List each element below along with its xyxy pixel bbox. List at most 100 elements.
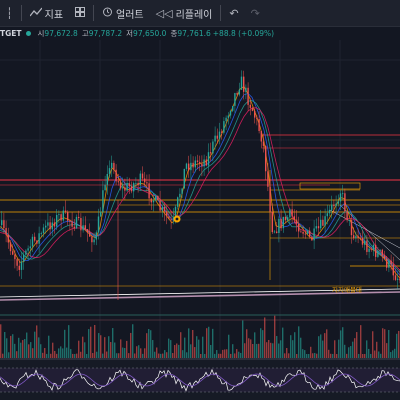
candle-body: [58, 214, 60, 215]
chart-markers: [173, 215, 181, 223]
layout-button[interactable]: [69, 0, 91, 26]
volume-bar: [0, 324, 2, 358]
volume-bar: [302, 349, 304, 358]
candle-body: [383, 255, 386, 259]
candle-body: [122, 187, 124, 189]
candle-body: [324, 216, 326, 226]
redo-icon: ↷: [250, 6, 260, 20]
volume-bar: [354, 338, 356, 358]
volume-bar: [80, 351, 82, 358]
candle-body: [291, 209, 293, 217]
volume-bar: [174, 345, 176, 358]
volume-bar: [208, 326, 210, 358]
undo-icon: ↶: [229, 6, 239, 20]
candle-body: [38, 233, 40, 244]
volume-bar: [76, 353, 78, 358]
candle-body: [225, 117, 227, 122]
candle-body: [119, 182, 122, 189]
volume-bar: [158, 353, 160, 358]
candle-body: [51, 222, 53, 230]
alerts-button[interactable]: 얼러트: [96, 0, 150, 26]
candle-body: [247, 87, 249, 105]
candle-body: [348, 220, 350, 221]
volume-bar: [4, 332, 6, 358]
redo-button[interactable]: ↷: [245, 0, 266, 26]
candle-body: [337, 201, 339, 204]
replay-button[interactable]: ◁◁ 리플레이: [150, 0, 219, 26]
chart-type-button[interactable]: ┆: [0, 0, 19, 26]
moving-average-line: [0, 93, 400, 276]
volume-bar: [306, 353, 308, 358]
volume-bar: [172, 353, 174, 358]
volume-bar: [378, 351, 380, 358]
price-chart[interactable]: 지지매물대: [0, 40, 400, 400]
toolbar-divider: [220, 5, 222, 21]
candle-body: [214, 135, 216, 142]
candle-body: [366, 240, 368, 252]
candle-body: [29, 246, 31, 249]
volume-bar: [310, 346, 312, 358]
candle-body: [372, 244, 375, 250]
volume-bar: [116, 353, 118, 358]
candle-body: [381, 249, 383, 256]
candle-body: [148, 183, 150, 199]
candle-body: [36, 240, 38, 244]
grid-icon: [75, 6, 86, 20]
volume-bar: [230, 353, 232, 358]
high-value: 97,787.2: [88, 28, 123, 38]
symbol-name[interactable]: TGET: [0, 28, 22, 38]
volume-bar: [218, 353, 220, 358]
volume-bar: [162, 353, 164, 358]
volume-bar: [204, 353, 206, 358]
candle-body: [388, 260, 390, 268]
toolbar-divider: [93, 5, 95, 21]
candle-body: [306, 230, 309, 234]
volume-bar: [188, 328, 190, 358]
volume-bar: [336, 353, 338, 358]
change-value: +88.8 (+0.09%): [212, 28, 275, 38]
candle-body: [370, 248, 372, 250]
volume-bar: [102, 353, 104, 358]
candle-body: [342, 193, 344, 195]
candle-body: [84, 225, 86, 230]
high-key: 고: [81, 28, 89, 38]
candle-body: [339, 193, 342, 202]
candle-body: [194, 160, 196, 168]
candle-body: [364, 240, 366, 245]
volume-bar: [112, 328, 114, 358]
candle-body: [150, 198, 152, 203]
volume-bar: [114, 342, 116, 358]
candle-body: [157, 196, 159, 201]
volume-bar: [176, 343, 178, 358]
volume-bar: [94, 325, 96, 358]
candle-body: [190, 162, 192, 171]
candle-body: [397, 278, 399, 280]
indicators-button[interactable]: 지표: [24, 0, 69, 26]
volume-bar: [210, 344, 212, 358]
candle-body: [240, 76, 243, 90]
candle-body: [135, 182, 137, 184]
undo-button[interactable]: ↶: [223, 0, 244, 26]
volume-bar: [392, 350, 394, 358]
volume-bar: [36, 325, 38, 358]
oscillator-pane: [0, 360, 400, 400]
candle-body: [168, 216, 170, 219]
candle-body: [40, 233, 42, 234]
low-key: 저: [126, 28, 134, 38]
volume-bar: [288, 353, 290, 358]
candle-body: [394, 275, 397, 280]
volume-bar: [298, 326, 300, 358]
candle-body: [7, 234, 9, 243]
candle-body: [346, 211, 348, 221]
candle-body: [3, 220, 5, 229]
volume-bar: [194, 347, 196, 358]
volume-bar: [324, 333, 326, 358]
volume-bar: [260, 328, 262, 358]
volume-bar: [180, 332, 182, 358]
volume-bar: [234, 353, 236, 358]
candle-body: [207, 152, 210, 166]
candle-body: [42, 227, 45, 234]
volume-bar: [146, 333, 148, 358]
candle-body: [201, 163, 203, 167]
candle-body: [56, 214, 58, 227]
